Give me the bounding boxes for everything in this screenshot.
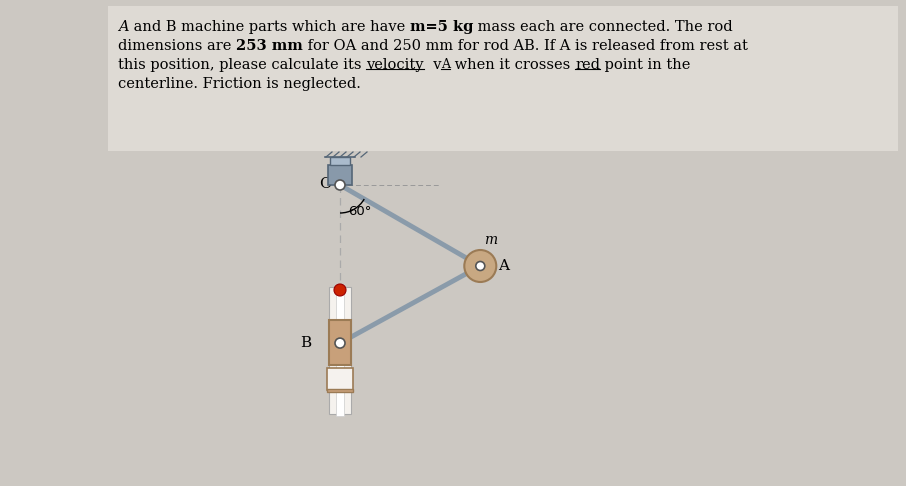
Bar [329,287,351,414]
Circle shape [335,338,345,348]
Text: B: B [300,336,311,350]
Text: mass each are connected. The rod: mass each are connected. The rod [473,20,732,34]
Text: m: m [333,372,347,386]
Text: 253 mm: 253 mm [236,39,303,53]
Bar [327,368,353,390]
Text: A: A [441,58,450,71]
Text: O: O [320,177,332,191]
Circle shape [476,261,485,271]
Text: for OA and 250 mm for rod AB. If A is released from rest at: for OA and 250 mm for rod AB. If A is re… [303,39,747,53]
Text: when it crosses: when it crosses [450,58,575,72]
Text: A: A [118,20,129,34]
Text: velocity: velocity [366,58,424,72]
Bar [336,284,344,416]
Text: red: red [575,58,600,72]
Text: v: v [424,58,441,72]
Bar [330,157,350,165]
Bar [108,6,898,151]
Circle shape [334,284,346,296]
Text: point in the: point in the [600,58,690,72]
Text: 60°: 60° [348,205,371,218]
Circle shape [335,180,345,190]
Text: m: m [484,233,496,247]
Bar [329,320,351,365]
Bar [327,389,353,392]
Text: dimensions are: dimensions are [118,39,236,53]
Text: this position, please calculate its: this position, please calculate its [118,58,366,72]
Text: m=5 kg: m=5 kg [410,20,473,34]
Text: and B machine parts which are have: and B machine parts which are have [129,20,410,34]
Circle shape [464,250,496,282]
Text: centerline. Friction is neglected.: centerline. Friction is neglected. [118,77,361,91]
Bar [328,165,352,185]
Text: A: A [498,259,509,273]
